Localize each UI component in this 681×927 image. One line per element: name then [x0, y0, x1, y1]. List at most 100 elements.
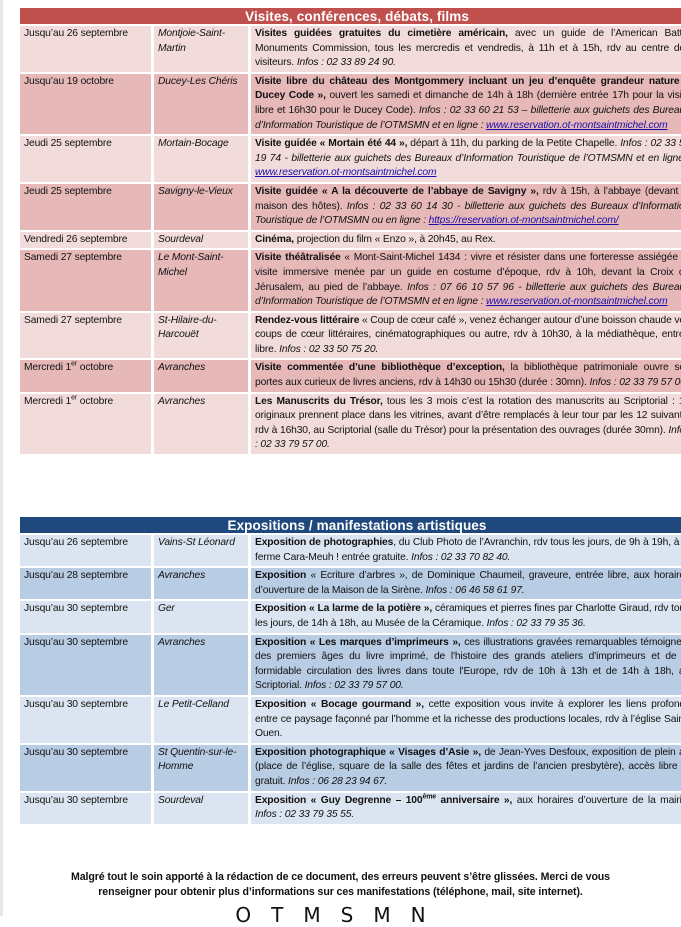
- text-segment: céramiques et pierres fines par Charlott…: [255, 603, 681, 629]
- date-cell: Jeudi 25 septembre: [20, 136, 151, 182]
- reservation-link[interactable]: www.reservation.ot-montsaintmichel.com: [255, 167, 437, 179]
- date-cell: Jeudi 25 septembre: [20, 183, 151, 230]
- date-cell: Jusqu’au 30 septembre: [20, 744, 151, 791]
- text-segment: cette exposition vous invite à explorer …: [255, 698, 681, 740]
- reservation-link[interactable]: www.reservation.ot-montsaintmichel.com: [486, 296, 668, 308]
- text-segment: Exposition photographique « Visages d’As…: [255, 746, 481, 758]
- text-segment: Mercredi 1: [24, 395, 72, 407]
- text-segment: Infos : 02 33 60 14 30 - billetterie aux…: [255, 200, 681, 227]
- event-row: Vendredi 26 septembre Sourdeval Cinéma, pr…: [20, 231, 681, 249]
- text-segment: , du Club Photo de l’Avranchin, rdv tous…: [255, 537, 681, 563]
- reservation-link[interactable]: https://reservation.ot-montsaintmichel.c…: [428, 215, 619, 227]
- text-segment: la bibliothèque patrimoniale ouvre ses p…: [255, 362, 681, 389]
- text-segment: tous les 3 mois c’est la rotation des ma…: [255, 395, 681, 436]
- location-cell: Le Petit-Celland: [154, 696, 248, 743]
- location-cell: Avranches: [154, 634, 248, 695]
- text-segment: Infos : 06 46 58 61 97.: [425, 584, 525, 596]
- event-row: Jusqu’au 26 septembre Montjoie-Saint-Mart…: [20, 26, 681, 72]
- date-cell: Samedi 27 septembre: [20, 250, 151, 311]
- text-segment: Infos : 02 33 79 57 00.: [304, 680, 404, 692]
- text-segment: « Ecriture d’arbres », de Dominique Chau…: [255, 570, 681, 596]
- description-cell: Visite théâtralisée « Mont-Saint-Michel …: [251, 250, 681, 311]
- otmsmn-signature-logo: OTMSMN: [235, 903, 446, 927]
- date-cell: Mercredi 1er octobre: [20, 393, 151, 455]
- text-segment: Infos : 02 33 50 75 20.: [279, 343, 379, 355]
- text-segment: er: [71, 361, 78, 369]
- location-cell: Le Mont-Saint-Michel: [154, 250, 248, 311]
- event-row: Jusqu’au 30 septembre Sourdeval Exposition…: [20, 792, 681, 824]
- exhibitions-table: Expositions / manifestations artistiques…: [17, 515, 681, 826]
- text-segment: Infos : 02 33 79 57 00.: [255, 424, 681, 451]
- text-segment: projection du film « Enzo », à 20h45, au…: [294, 233, 496, 245]
- text-segment: octobre: [77, 395, 114, 407]
- location-cell: Vains-St Léonard: [154, 535, 248, 567]
- section-title-visits: Visites, conférences, débats, films: [20, 8, 681, 24]
- event-row: Jusqu’au 30 septembre Avranches Exposition…: [20, 634, 681, 695]
- date-cell: Jusqu’au 30 septembre: [20, 792, 151, 824]
- event-row: Jusqu’au 30 septembre St Quentin-sur-le-H…: [20, 744, 681, 791]
- disclaimer-line-1: Malgré tout le soin apporté à la rédacti…: [71, 871, 610, 883]
- text-segment: Exposition « Bocage gourmand »,: [255, 698, 424, 710]
- text-segment: Visite guidée « A la découverte de l’abb…: [255, 185, 539, 197]
- text-segment: départ à 11h, du parking de la Petite Ch…: [407, 138, 621, 150]
- location-cell: Mortain-Bocage: [154, 136, 248, 182]
- text-segment: rdv à 15h, à l’abbaye (devant la maison …: [255, 185, 681, 212]
- section-title-exhibitions: Expositions / manifestations artistiques: [20, 517, 681, 533]
- event-row: Jeudi 25 septembre Mortain-Bocage Visite g…: [20, 136, 681, 182]
- event-row: Mercredi 1er octobre Avranches Les Manuscr…: [20, 393, 681, 455]
- description-cell: Les Manuscrits du Trésor, tous les 3 moi…: [251, 393, 681, 455]
- text-segment: Infos : 02 33 89 24 90.: [296, 57, 396, 69]
- description-cell: Visite commentée d’une bibliothèque d’ex…: [251, 360, 681, 392]
- date-cell: Mercredi 1er octobre: [20, 360, 151, 392]
- location-cell: St Quentin-sur-le-Homme: [154, 744, 248, 791]
- description-cell: Rendez-vous littéraire « Coup de cœur ca…: [251, 312, 681, 359]
- text-segment: Infos : 06 28 23 94 67.: [288, 775, 388, 787]
- text-segment: Infos : 02 33 60 21 53 – billetterie aux…: [255, 104, 681, 131]
- text-segment: avec un guide de l’American Battle Monum…: [255, 28, 681, 69]
- date-cell: Jusqu’au 26 septembre: [20, 26, 151, 72]
- text-segment: ouvert les samedi et dimanche de 14h à 1…: [255, 90, 681, 116]
- text-segment: Infos : 02 33 70 82 40.: [411, 551, 511, 563]
- event-row: Mercredi 1er octobre Avranches Visite comm…: [20, 360, 681, 392]
- description-cell: Exposition « Bocage gourmand », cette ex…: [251, 696, 681, 743]
- text-segment: Infos : 02 33 79 35 55.: [255, 809, 355, 821]
- text-segment: octobre: [77, 362, 114, 374]
- text-segment: Visite théâtralisée: [255, 252, 341, 264]
- text-segment: « Mont-Saint-Michel 1434 : vivre et rési…: [340, 252, 681, 264]
- reservation-link[interactable]: www.reservation.ot-montsaintmichel.com: [486, 119, 668, 131]
- page-edge: [0, 0, 3, 916]
- text-segment: anniversaire »,: [436, 794, 513, 806]
- text-segment: Visite libre du château des Montgommery …: [255, 75, 681, 102]
- event-row: Samedi 27 septembre Le Mont-Saint-Michel V…: [20, 250, 681, 311]
- date-cell: Vendredi 26 septembre: [20, 231, 151, 249]
- location-cell: Sourdeval: [154, 231, 248, 249]
- text-segment: ème: [422, 793, 437, 801]
- location-cell: Savigny-le-Vieux: [154, 183, 248, 230]
- visits-table: Visites, conférences, débats, films Jusq…: [17, 6, 681, 456]
- description-cell: Visite guidée « Mortain été 44 », départ…: [251, 136, 681, 182]
- event-row: Jeudi 25 septembre Savigny-le-Vieux Visite…: [20, 183, 681, 230]
- text-segment: Rendez-vous littéraire: [255, 314, 360, 326]
- location-cell: Montjoie-Saint-Martin: [154, 26, 248, 72]
- text-segment: Infos : 02 33 59 19 74 - billetterie aux…: [255, 138, 681, 164]
- text-segment: Les Manuscrits du Trésor,: [255, 395, 383, 407]
- text-segment: Cinéma,: [255, 233, 295, 245]
- text-segment: Infos : 02 33 79 35 36.: [486, 617, 586, 629]
- event-row: Jusqu’au 28 septembre Avranches Exposition…: [20, 568, 681, 600]
- text-segment: Exposition « Les marques d’imprimeurs »,: [255, 636, 461, 648]
- location-cell: Ger: [154, 601, 248, 633]
- text-segment: Exposition de photographies: [255, 537, 394, 548]
- date-cell: Samedi 27 septembre: [20, 312, 151, 359]
- description-cell: Exposition photographique « Visages d’As…: [251, 744, 681, 791]
- text-segment: Visite guidée « Mortain été 44 »,: [255, 138, 408, 150]
- text-segment: visite immersive menée par un guide en c…: [255, 266, 681, 293]
- text-segment: Exposition: [255, 570, 307, 582]
- disclaimer-line-2: renseigner pour obtenir plus d’informati…: [98, 886, 583, 898]
- event-row: Jusqu’au 30 septembre Ger Exposition « La …: [20, 601, 681, 633]
- text-segment: Infos : 02 33 79 57 00.: [589, 377, 681, 389]
- location-cell: Avranches: [154, 568, 248, 600]
- text-segment: Exposition « La larme de la potière »,: [255, 603, 433, 615]
- text-segment: Infos : 07 66 10 57 96 - billetterie aux…: [255, 281, 681, 308]
- text-segment: Visites guidées gratuites du cimetière a…: [255, 28, 508, 39]
- location-cell: Ducey-Les Chéris: [154, 73, 248, 135]
